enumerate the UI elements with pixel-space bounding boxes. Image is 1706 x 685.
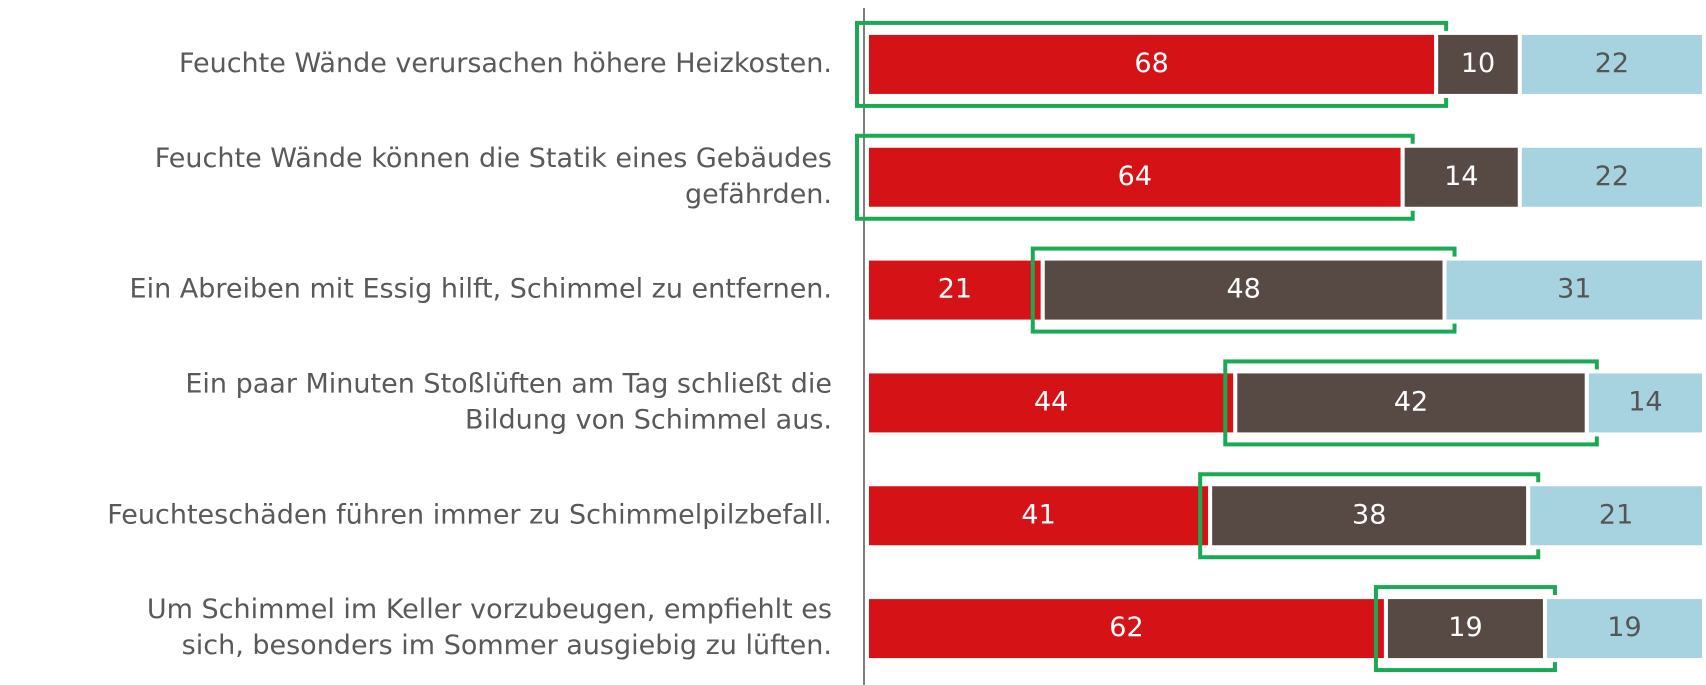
category-label: Feuchteschäden führen immer zu Schimmelp… (107, 499, 832, 530)
bar-segment (1233, 369, 1589, 437)
bar-segment (865, 482, 1213, 550)
value-label: 68 (1134, 48, 1168, 79)
value-label: 22 (1595, 161, 1629, 192)
category-label: Bildung von Schimmel aus. (465, 404, 832, 435)
value-label: 41 (1021, 499, 1055, 530)
bar-segment (1442, 256, 1706, 324)
bar-segment (1526, 482, 1706, 550)
bar-segment (865, 256, 1045, 324)
value-label: 31 (1557, 274, 1591, 305)
value-label: 19 (1448, 612, 1482, 643)
value-label: 42 (1394, 386, 1428, 417)
category-label: gefährden. (685, 179, 832, 210)
bar-segment (1383, 595, 1547, 663)
value-label: 10 (1461, 48, 1495, 79)
value-label: 14 (1444, 161, 1478, 192)
category-label: Feuchte Wände können die Statik eines Ge… (155, 143, 832, 174)
bar-segment (865, 595, 1388, 663)
bar-segment (1040, 256, 1447, 324)
value-label: 21 (938, 274, 972, 305)
value-label: 44 (1034, 386, 1068, 417)
value-label: 14 (1628, 386, 1662, 417)
value-label: 62 (1109, 612, 1143, 643)
category-label: Feuchte Wände verursachen höhere Heizkos… (179, 48, 832, 79)
category-label: Ein paar Minuten Stoßlüften am Tag schli… (185, 368, 832, 399)
category-label: sich, besonders im Sommer ausgiebig zu l… (182, 630, 832, 661)
value-label: 64 (1118, 161, 1152, 192)
category-label: Ein Abreiben mit Essig hilft, Schimmel z… (130, 274, 832, 305)
value-label: 22 (1595, 48, 1629, 79)
value-label: 38 (1352, 499, 1386, 530)
bar-segment (1517, 143, 1706, 211)
value-label: 19 (1607, 612, 1641, 643)
category-label: Um Schimmel im Keller vorzubeugen, empfi… (147, 594, 832, 625)
bar-segment (1517, 30, 1706, 98)
value-label: 48 (1226, 274, 1260, 305)
value-label: 21 (1599, 499, 1633, 530)
bar-segment (865, 143, 1405, 211)
bar-segment (1542, 595, 1706, 663)
bar-segment (1584, 369, 1706, 437)
bar-segment (1208, 482, 1531, 550)
